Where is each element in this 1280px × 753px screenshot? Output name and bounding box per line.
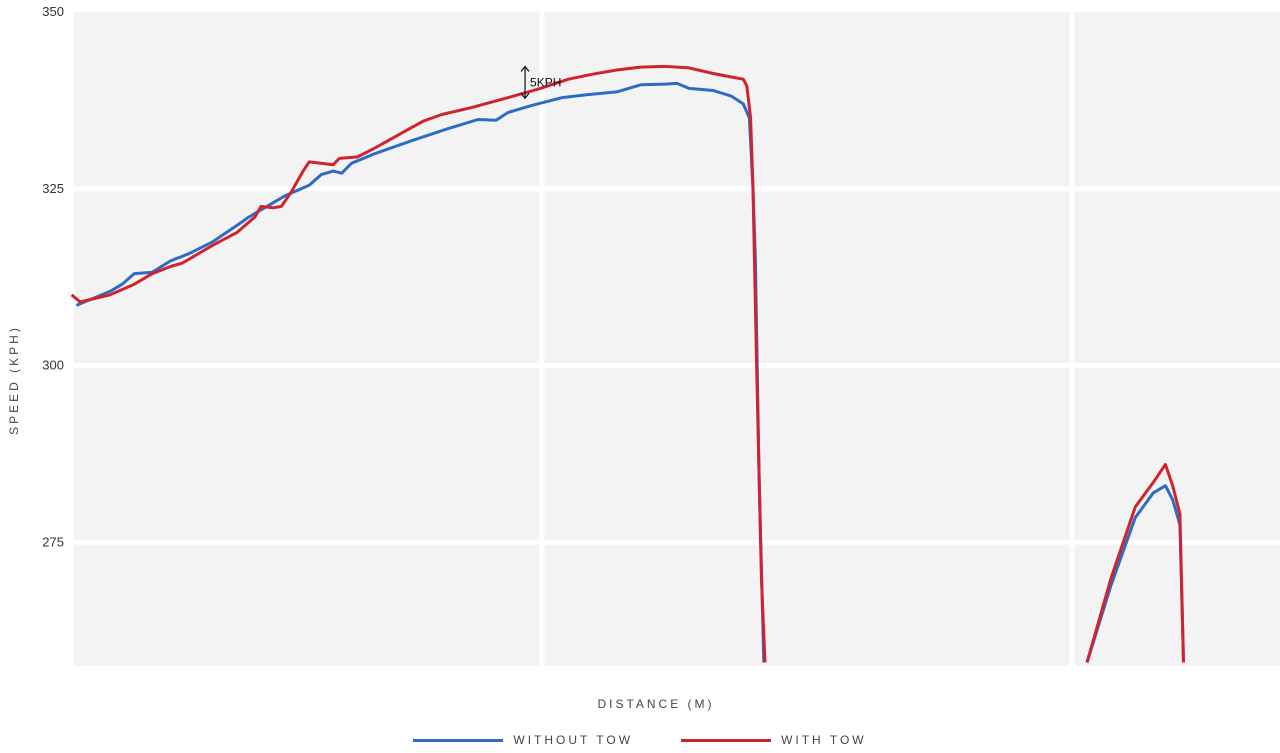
legend-swatch-without-tow <box>413 738 504 742</box>
annotation: 5KPH <box>520 65 561 100</box>
gridlines <box>74 12 1280 666</box>
legend: WITHOUT TOW WITH TOW <box>0 728 1280 752</box>
series-line-0-segment-0 <box>75 81 766 663</box>
y-axis-title: SPEED (KPH) <box>7 325 21 435</box>
annotation-arrowhead-top <box>520 65 530 72</box>
series-line-1-segment-1 <box>1085 463 1185 663</box>
speed-chart: 275 300 325 350 5KPH DISTANCE (M) SPEED (KP… <box>7 4 1280 711</box>
data-series <box>70 64 1185 663</box>
x-axis-title: DISTANCE (M) <box>597 697 714 711</box>
legend-item-with-tow: WITH TOW <box>681 733 867 747</box>
y-tick-label-275: 275 <box>42 534 64 549</box>
legend-item-without-tow: WITHOUT TOW <box>413 733 633 747</box>
legend-swatch-with-tow <box>681 738 772 742</box>
plot-background <box>74 12 1280 666</box>
legend-label-with-tow: WITH TOW <box>781 733 867 747</box>
annotation-arrowhead-bottom <box>520 92 530 100</box>
series-line-1-segment-0 <box>70 64 767 663</box>
y-tick-label-325: 325 <box>42 181 64 196</box>
y-tick-label-350: 350 <box>42 4 64 19</box>
y-tick-label-300: 300 <box>42 358 64 373</box>
annotation-label: 5KPH <box>530 75 561 89</box>
legend-label-without-tow: WITHOUT TOW <box>513 733 634 747</box>
y-axis-ticks: 275 300 325 350 <box>42 4 64 549</box>
